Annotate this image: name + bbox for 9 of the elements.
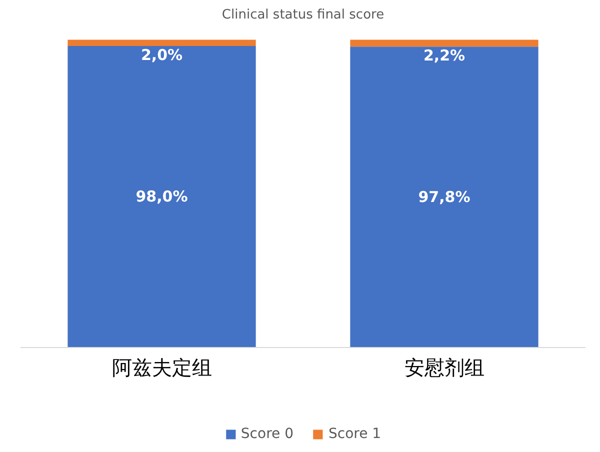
legend-label: Score 1 xyxy=(328,426,382,442)
legend-label: Score 0 xyxy=(240,426,294,442)
x-tick-label: 安慰剂组 xyxy=(404,356,484,380)
data-label: 98,0% xyxy=(136,188,188,206)
data-label: 2,0% xyxy=(140,46,183,64)
data-label: 2,2% xyxy=(423,46,466,65)
x-tick-label: 阿兹夫定组 xyxy=(112,356,212,380)
chart-title: Clinical status final score xyxy=(222,8,384,22)
data-label: 97,8% xyxy=(418,188,470,206)
